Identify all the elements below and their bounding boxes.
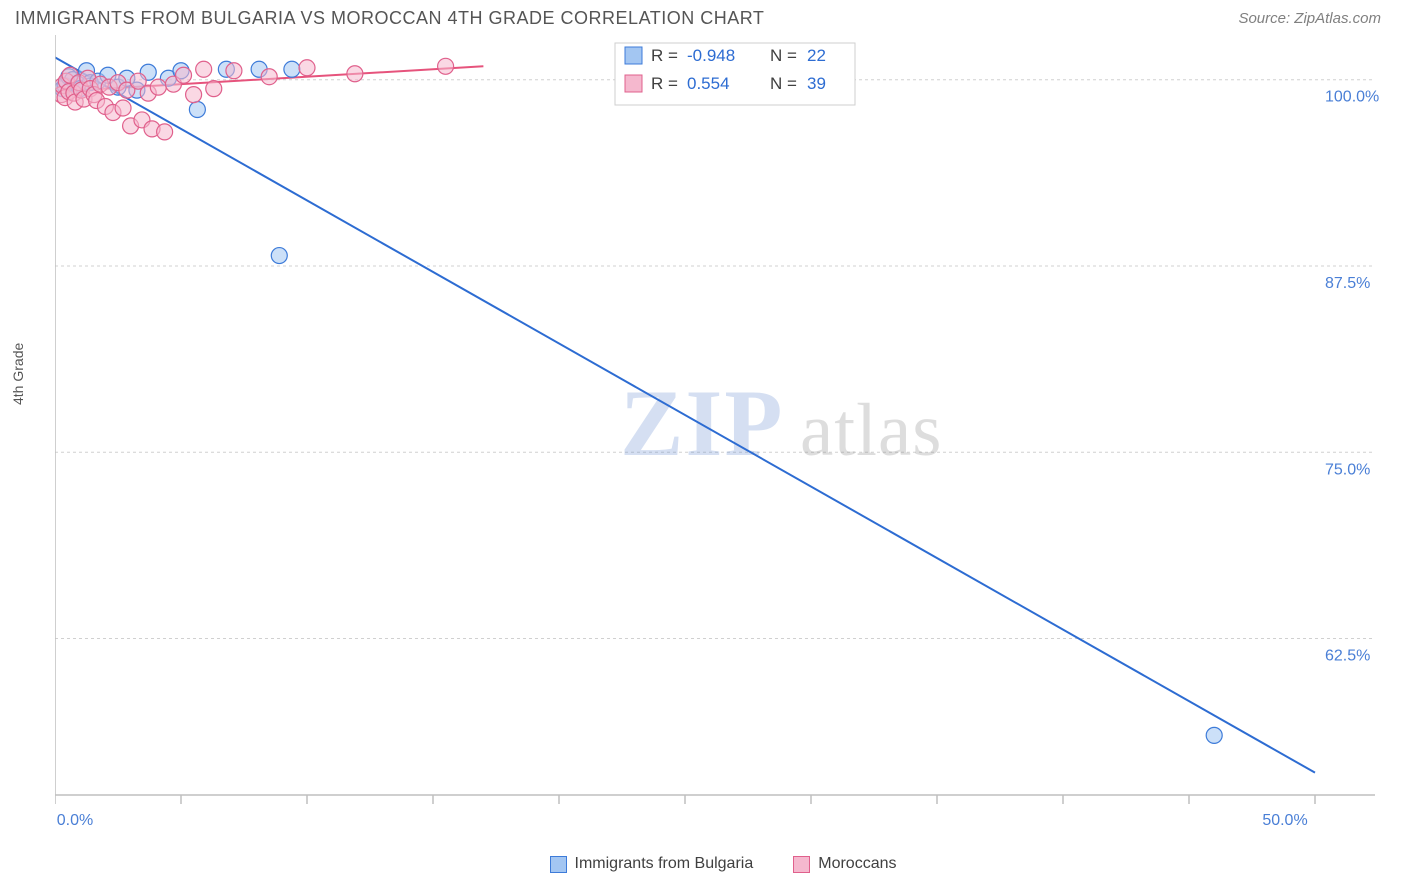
point-bulgaria [1206, 727, 1222, 743]
y-tick-label: 75.0% [1325, 461, 1370, 478]
point-moroccans [196, 61, 212, 77]
stats-N-eq: N = [770, 46, 797, 65]
bottom-legend: Immigrants from Bulgaria Moroccans [55, 855, 1391, 873]
y-tick-label: 87.5% [1325, 275, 1370, 292]
x-tick-label: 0.0% [57, 812, 93, 829]
point-bulgaria [189, 102, 205, 118]
stats-N-value: 22 [807, 46, 826, 65]
stats-swatch-moroccans [625, 75, 642, 92]
point-moroccans [186, 87, 202, 103]
point-moroccans [261, 69, 277, 85]
stats-R-value: 0.554 [687, 74, 730, 93]
point-moroccans [157, 124, 173, 140]
chart-title: IMMIGRANTS FROM BULGARIA VS MOROCCAN 4TH… [15, 8, 764, 29]
point-moroccans [176, 67, 192, 83]
svg-text:ZIP: ZIP [620, 370, 784, 476]
trendline-bulgaria [55, 57, 1315, 772]
chart-svg: 100.0% 87.5% 75.0% 62.5% ZIPatlas 0.0% 50.0% R … [55, 35, 1391, 835]
x-tick-label: 50.0% [1262, 812, 1307, 829]
stats-N-eq: N = [770, 74, 797, 93]
point-bulgaria [284, 61, 300, 77]
stats-N-value: 39 [807, 74, 826, 93]
point-moroccans [115, 100, 131, 116]
point-moroccans [438, 58, 454, 74]
point-moroccans [150, 79, 166, 95]
legend-swatch-pink [793, 856, 810, 873]
point-moroccans [347, 66, 363, 82]
legend-swatch-blue [550, 856, 567, 873]
y-axis-label: 4th Grade [10, 343, 26, 405]
y-tick-label: 62.5% [1325, 648, 1370, 665]
legend-item-moroccans: Moroccans [793, 855, 896, 873]
point-bulgaria [271, 248, 287, 264]
point-moroccans [226, 63, 242, 79]
y-tick-label: 100.0% [1325, 89, 1379, 106]
svg-text:atlas: atlas [800, 389, 942, 472]
point-moroccans [299, 60, 315, 76]
stats-R-value: -0.948 [687, 46, 735, 65]
stats-swatch-bulgaria [625, 47, 642, 64]
watermark: ZIPatlas [620, 370, 942, 476]
legend-item-bulgaria: Immigrants from Bulgaria [550, 855, 754, 873]
legend-label-bulgaria: Immigrants from Bulgaria [575, 855, 754, 873]
legend-label-moroccans: Moroccans [818, 855, 896, 873]
header-row: IMMIGRANTS FROM BULGARIA VS MOROCCAN 4TH… [0, 0, 1406, 35]
stats-R-eq: R = [651, 74, 678, 93]
point-moroccans [206, 81, 222, 97]
stats-R-eq: R = [651, 46, 678, 65]
source-attribution: Source: ZipAtlas.com [1238, 10, 1381, 27]
chart-container: 4th Grade 100.0%87.5%75.0%62.5%ZIPatlas0… [55, 35, 1391, 835]
